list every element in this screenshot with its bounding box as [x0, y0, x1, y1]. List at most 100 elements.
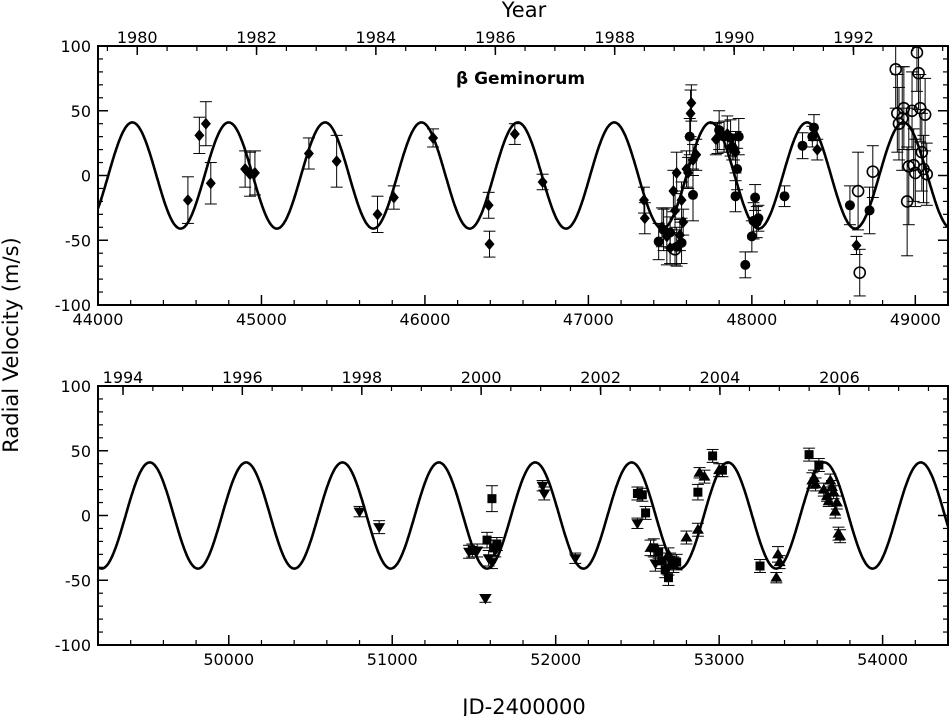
data-point-circle: [864, 205, 875, 216]
data-point-circle: [807, 131, 818, 142]
data-point-square: [632, 488, 642, 498]
year-tick-label: 1990: [714, 28, 755, 47]
panels-group: 44000 45000 46000 47000 48000 49000-100-50050…: [55, 28, 949, 669]
data-point-open-circle: [851, 184, 865, 198]
data-point-circle: [676, 237, 687, 248]
y-tick-label: 50: [71, 102, 91, 121]
x-tick-label: 46000: [399, 310, 450, 329]
data-point-diamond: [537, 175, 548, 188]
x-tick-label: 50000: [203, 650, 254, 669]
x-tick-label: 47000: [563, 310, 614, 329]
bottom-plot-area: [98, 447, 948, 605]
data-point-circle: [740, 259, 751, 270]
y-tick-label: 100: [60, 37, 91, 56]
data-point-diamond: [686, 96, 697, 109]
year-tick-label: 2002: [580, 368, 621, 387]
x-tick-label: 52000: [530, 650, 581, 669]
data-point-diamond: [205, 177, 216, 190]
bottom-panel: 50000 51000 52000 53000 54000 -100 -50 0 50 100 19…: [55, 368, 949, 669]
data-point-square: [657, 556, 667, 566]
y-tick-label: 50: [71, 442, 91, 461]
data-point-open-circle: [920, 167, 934, 181]
data-point-triangle-down: [538, 489, 551, 500]
data-point-triangle-up: [644, 541, 657, 552]
data-point-diamond: [685, 107, 696, 120]
data-point-diamond: [194, 129, 205, 142]
data-point-circle: [732, 164, 743, 175]
data-point-open-circle: [668, 243, 682, 256]
data-point-square: [672, 557, 682, 567]
data-point-circle: [797, 140, 808, 151]
data-point-triangle-up: [809, 478, 822, 489]
data-point-square: [492, 539, 502, 549]
y-tick-label: 100: [60, 377, 91, 396]
data-point-diamond: [851, 239, 862, 252]
data-point-open-circle: [905, 104, 919, 118]
bottom-plot-frame: [97, 385, 949, 646]
year-tick-label: 1988: [594, 28, 635, 47]
year-tick-label: 1996: [222, 368, 263, 387]
data-point-triangle-up: [770, 571, 783, 582]
data-point-triangle-down: [569, 554, 582, 565]
top-panel: 44000 45000 46000 47000 48000 49000 -100 -50 0 50…: [55, 28, 949, 329]
data-point-triangle-up: [698, 470, 711, 481]
data-point-triangle-down: [485, 558, 498, 569]
data-point-square: [482, 535, 492, 545]
data-point-triangle-up: [824, 474, 837, 485]
data-point-diamond: [331, 155, 342, 168]
data-point-circle: [653, 236, 664, 247]
data-point-square: [637, 490, 647, 500]
x-tick-label: 45000: [236, 310, 287, 329]
data-point-diamond: [484, 238, 495, 251]
y-tick-label: 0: [81, 167, 91, 186]
data-point-square: [641, 508, 651, 518]
data-point-circle: [844, 200, 855, 211]
year-tick-label: 1986: [475, 28, 516, 47]
data-point-triangle-up: [807, 471, 820, 482]
data-point-square: [487, 494, 497, 504]
year-tick-label: 1992: [833, 28, 874, 47]
data-point-square: [663, 573, 673, 583]
data-point-triangle-up: [834, 530, 847, 541]
star-name-annotation: β Geminorum: [456, 69, 585, 89]
top-axis-title: Year: [501, 0, 547, 22]
data-point-diamond: [671, 166, 682, 179]
data-point-triangle-down: [373, 523, 386, 534]
data-point-diamond: [372, 208, 383, 221]
y-tick-label: -50: [65, 231, 91, 250]
orbit-model-curve: [98, 121, 948, 230]
x-tick-label: 53000: [694, 650, 745, 669]
data-point-triangle-up: [691, 523, 704, 534]
data-point-triangle-up: [773, 556, 786, 567]
data-point-diamond: [676, 194, 687, 207]
year-tick-label: 1982: [236, 28, 277, 47]
data-point-circle: [725, 132, 736, 143]
data-point-triangle-up: [830, 496, 843, 507]
data-point-square: [654, 547, 664, 557]
orbit-model-curve: [98, 461, 948, 570]
data-point-triangle-down: [631, 519, 644, 530]
data-point-diamond: [428, 131, 439, 144]
y-tick-label: -100: [55, 636, 91, 655]
data-point-triangle-up: [772, 548, 784, 559]
x-tick-label: 54000: [857, 650, 908, 669]
y-tick-label: -100: [55, 296, 91, 315]
data-point-open-circle: [853, 266, 867, 279]
x-tick-label: 49000: [890, 310, 941, 329]
top-plot-area: [98, 46, 948, 297]
data-point-open-circle: [910, 46, 924, 59]
x-tick-label: 48000: [726, 310, 777, 329]
data-point-diamond: [200, 117, 211, 130]
data-point-triangle-down: [353, 507, 366, 518]
data-point-diamond: [182, 194, 193, 207]
data-point-open-circle: [918, 108, 932, 121]
data-point-diamond: [483, 199, 494, 212]
year-tick-label: 2004: [700, 368, 741, 387]
data-point-triangle-up: [829, 505, 842, 516]
data-point-triangle-down: [479, 594, 492, 605]
y-tick-label: -50: [65, 571, 91, 590]
x-tick-label: 51000: [367, 650, 418, 669]
data-point-triangle-up: [713, 464, 726, 475]
data-point-square: [814, 460, 824, 470]
